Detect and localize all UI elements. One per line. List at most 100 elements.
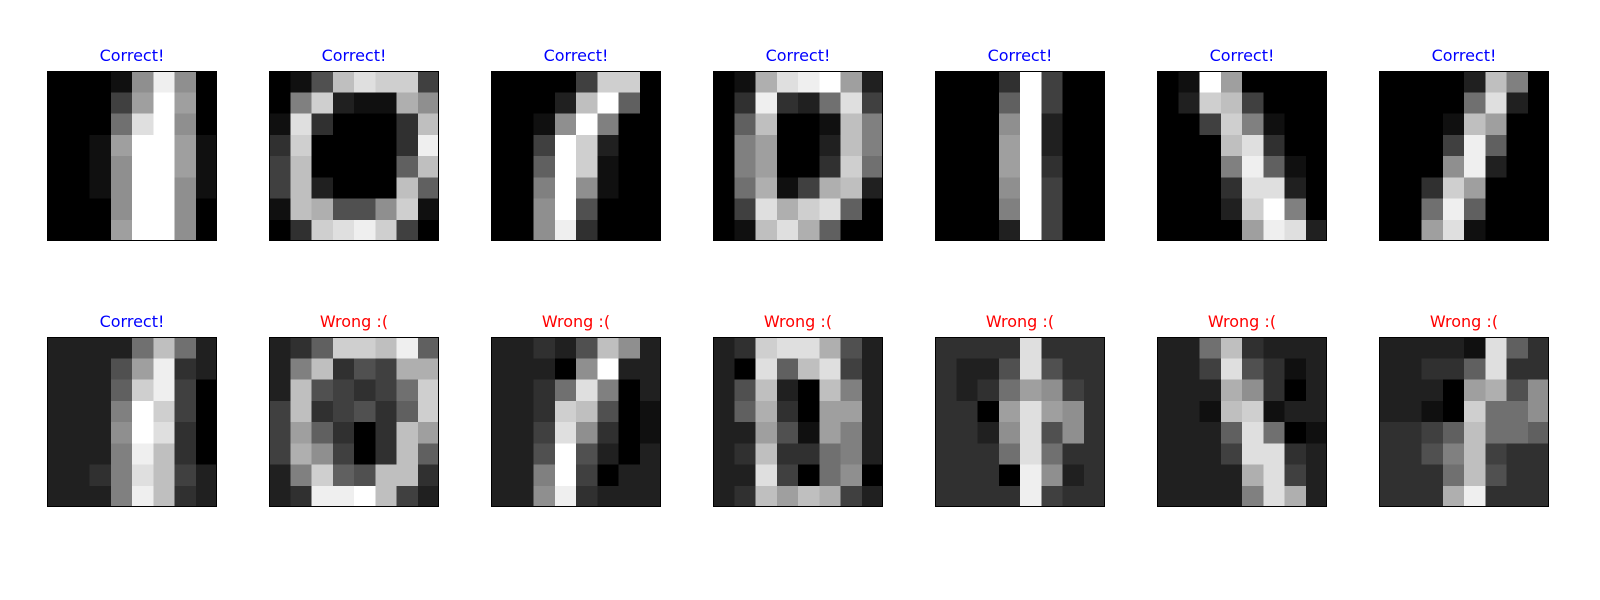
pixel-cell [1305, 92, 1327, 115]
pixel-cell [1062, 485, 1085, 507]
panel-title: Wrong :( [985, 312, 1055, 331]
pixel-cell [1284, 134, 1307, 157]
pixel-cell [776, 113, 799, 136]
pixel-cell [1220, 71, 1243, 93]
pixel-cell [1379, 358, 1401, 381]
pixel-cell [935, 379, 957, 402]
pixel-cell [798, 156, 820, 178]
pixel-cell [977, 219, 1000, 241]
pixel-cell [290, 485, 313, 507]
pixel-cell [1263, 443, 1286, 466]
pixel-cell [396, 485, 419, 507]
pixel-cell [533, 464, 556, 487]
pixel-cell [977, 71, 1000, 93]
pixel-cell [512, 443, 535, 466]
pixel-cell [734, 113, 757, 136]
pixel-cell [174, 400, 197, 423]
pixel-cell [861, 156, 883, 178]
pixel-cell [861, 337, 883, 359]
pixel-cell [1062, 443, 1085, 466]
digit-image [269, 337, 439, 507]
pixel-cell [89, 485, 112, 507]
pixel-cell [1041, 177, 1064, 200]
pixel-cell [861, 113, 883, 136]
pixel-cell [332, 422, 355, 444]
pixel-cell [174, 92, 197, 115]
pixel-cell [861, 358, 883, 381]
pixel-cell [935, 485, 957, 507]
pixel-cell [1485, 134, 1508, 157]
pixel-cell [68, 92, 91, 115]
pixel-cell [68, 422, 91, 444]
pixel-cell [1379, 464, 1401, 487]
pixel-cell [935, 422, 957, 444]
pixel-cell [533, 337, 556, 359]
pixel-cell [713, 464, 735, 487]
pixel-cell [1464, 358, 1486, 381]
pixel-cell [1020, 156, 1042, 178]
pixel-cell [935, 358, 957, 381]
pixel-cell [375, 219, 398, 241]
pixel-cell [512, 71, 535, 93]
pixel-cell [597, 337, 620, 359]
pixel-cell [1157, 464, 1179, 487]
pixel-cell [554, 400, 577, 423]
pixel-cell [417, 464, 439, 487]
pixel-cell [1263, 379, 1286, 402]
pixel-cell [1041, 443, 1064, 466]
pixel-cell [132, 71, 154, 93]
pixel-cell [68, 71, 91, 93]
pixel-cell [576, 134, 598, 157]
pixel-cell [1157, 485, 1179, 507]
pixel-cell [290, 379, 313, 402]
pixel-cell [554, 198, 577, 221]
pixel-cell [819, 379, 842, 402]
pixel-cell [174, 177, 197, 200]
pixel-cell [734, 198, 757, 221]
pixel-cell [332, 113, 355, 136]
pixel-cell [734, 485, 757, 507]
pixel-cell [1506, 337, 1529, 359]
digit-panel: Correct! [713, 46, 883, 241]
pixel-cell [1284, 156, 1307, 178]
pixel-cell [132, 464, 154, 487]
pixel-cell [1400, 113, 1423, 136]
pixel-cell [554, 219, 577, 241]
pixel-cell [1263, 464, 1286, 487]
pixel-cell [956, 134, 979, 157]
pixel-cell [89, 156, 112, 178]
pixel-cell [819, 134, 842, 157]
pixel-cell [1506, 156, 1529, 178]
pixel-cell [396, 113, 419, 136]
pixel-cell [1400, 134, 1423, 157]
pixel-cell [776, 177, 799, 200]
pixel-cell [417, 134, 439, 157]
pixel-cell [618, 443, 641, 466]
pixel-cell [1485, 113, 1508, 136]
pixel-cell [132, 400, 154, 423]
pixel-cell [977, 92, 1000, 115]
pixel-cell [576, 422, 598, 444]
pixel-cell [1464, 422, 1486, 444]
pixel-cell [977, 198, 1000, 221]
pixel-cell [755, 379, 778, 402]
pixel-cell [819, 485, 842, 507]
pixel-cell [1242, 485, 1264, 507]
pixel-cell [311, 71, 334, 93]
pixel-cell [375, 443, 398, 466]
pixel-cell [755, 464, 778, 487]
pixel-cell [1379, 422, 1401, 444]
pixel-cell [354, 134, 376, 157]
pixel-cell [68, 219, 91, 241]
pixel-cell [1199, 443, 1222, 466]
pixel-cell [332, 443, 355, 466]
pixel-cell [1527, 134, 1549, 157]
pixel-cell [269, 379, 291, 402]
pixel-cell [332, 337, 355, 359]
pixel-cell [1020, 113, 1042, 136]
pixel-cell [1041, 337, 1064, 359]
pixel-cell [861, 177, 883, 200]
pixel-cell [396, 219, 419, 241]
pixel-cell [639, 71, 661, 93]
pixel-cell [956, 485, 979, 507]
